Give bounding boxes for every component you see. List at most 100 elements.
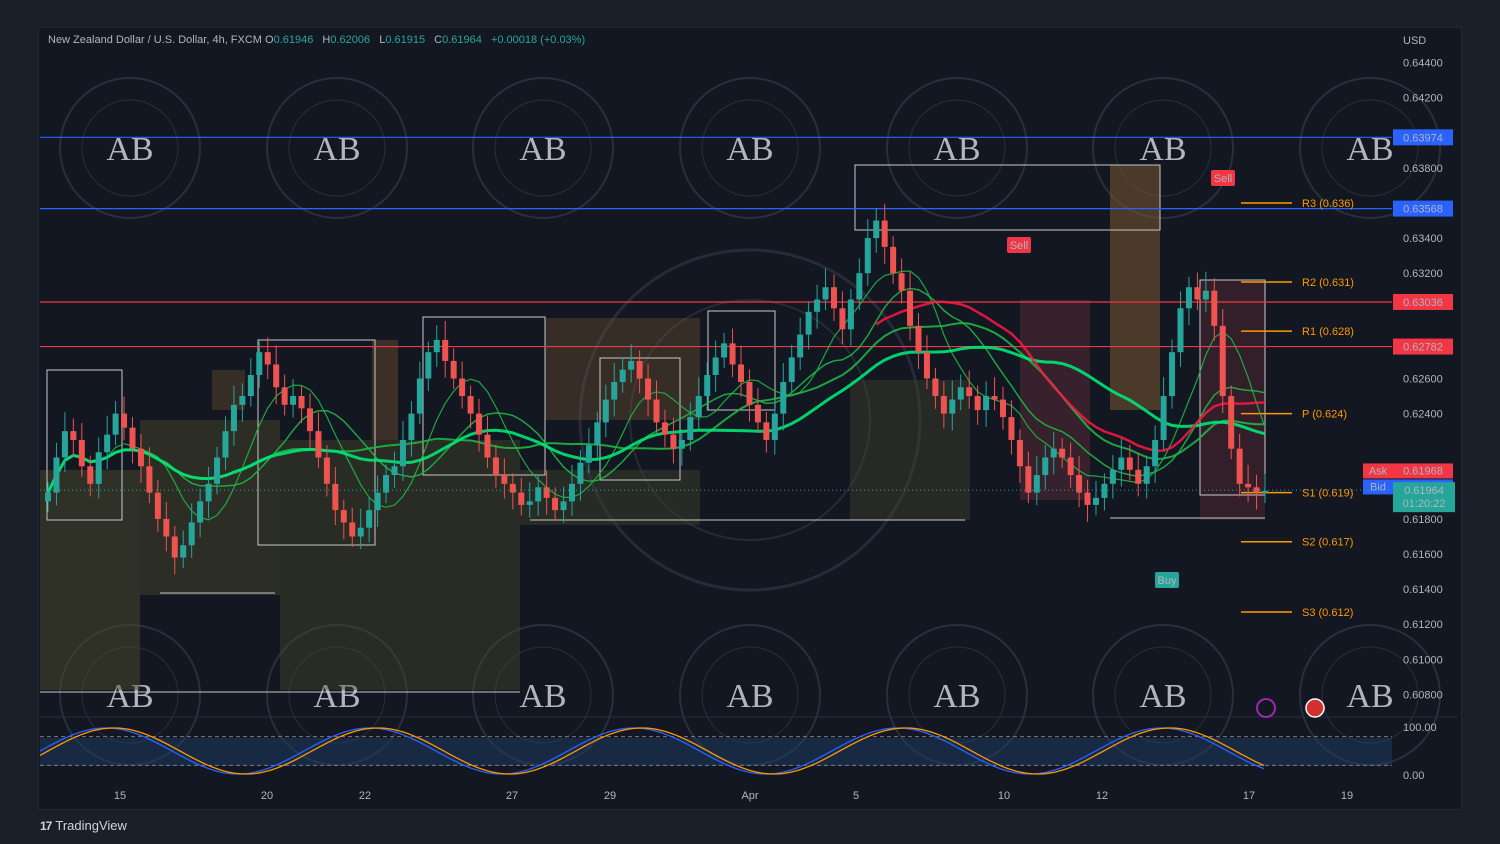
watermark-ring-inner (908, 99, 1006, 197)
candle-up (1109, 469, 1116, 484)
candle-up (619, 369, 626, 383)
buy-signal-badge (1155, 572, 1179, 588)
candle-up (416, 378, 423, 414)
oscillator-d-line (39, 727, 1265, 775)
candle-up (214, 457, 221, 484)
y-axis-tick: 0.63200 (1403, 268, 1443, 280)
ask-price: 0.61968 (1403, 465, 1443, 477)
candle-down (1245, 483, 1252, 488)
candle-up (408, 413, 415, 440)
candle-down (87, 466, 94, 484)
watermark-text: AB (1139, 131, 1186, 168)
candle-up (695, 396, 702, 418)
candle-down (890, 246, 897, 274)
candle-down (129, 427, 136, 449)
candle-up (856, 273, 863, 300)
high-label: H (322, 34, 331, 46)
candle-down (1000, 399, 1007, 418)
watermark-ring (1299, 77, 1441, 219)
candle-down (670, 434, 677, 449)
watermark-ring (266, 77, 408, 219)
y-axis-tick: 0.63800 (1403, 163, 1443, 175)
watermark-ring-inner (494, 99, 592, 197)
candle-down (1135, 469, 1142, 484)
low-value: 0.61915 (385, 34, 426, 46)
range-box (1199, 279, 1266, 496)
candle-down (907, 290, 914, 326)
symbol-header: New Zealand Dollar / U.S. Dollar, 4h, FX… (48, 34, 585, 46)
candle-down (1219, 325, 1226, 397)
watermark-ring-inner (701, 99, 799, 197)
y-axis-tick: 0.61200 (1403, 619, 1443, 631)
candle-up (771, 413, 778, 440)
watermark-center-ring-inner (629, 299, 871, 541)
candle-down (281, 387, 288, 405)
currency-label: USD (1403, 35, 1426, 47)
candle-down (298, 396, 305, 409)
oscillator-tick: 0.00 (1403, 770, 1424, 782)
high-value: 0.62006 (330, 34, 371, 46)
candle-up (1101, 483, 1108, 498)
x-axis-tick: 12 (1096, 790, 1108, 802)
x-axis-tick: 29 (604, 790, 616, 802)
watermark-ring (1092, 77, 1234, 219)
tradingview-brand: TradingView (55, 818, 127, 833)
candle-up (95, 452, 102, 484)
candle-up (594, 422, 601, 446)
candle-up (104, 434, 111, 453)
watermark-ring-inner (81, 99, 179, 197)
level-price-tag (1393, 200, 1453, 217)
candle-down (518, 492, 525, 505)
sell-signal-badge (1007, 237, 1031, 253)
candle-up (712, 357, 719, 375)
x-axis-tick: Apr (741, 790, 758, 802)
level-price-tag (1393, 129, 1453, 146)
candle-up (1185, 287, 1192, 309)
symbol-title[interactable]: New Zealand Dollar / U.S. Dollar, 4h, FX… (48, 34, 262, 46)
x-axis-tick: 5 (853, 790, 859, 802)
shaded-zone (40, 470, 140, 690)
candle-up (983, 396, 990, 411)
candle-down (746, 382, 753, 405)
candle-up (357, 527, 364, 537)
candle-down (450, 360, 457, 379)
candle-up (383, 475, 390, 493)
candle-up (847, 299, 854, 330)
candle-down (1025, 466, 1032, 493)
shaded-zone (520, 470, 700, 525)
candle-down (332, 483, 339, 511)
tradingview-footer[interactable]: 17 TradingView (40, 818, 127, 833)
watermark-text: AB (726, 678, 773, 715)
range-box (257, 339, 376, 546)
candle-up (560, 501, 567, 511)
candle-up (1092, 497, 1099, 505)
watermark-text: AB (519, 131, 566, 168)
watermark-center-ring (578, 248, 922, 592)
y-axis-tick: 0.63400 (1403, 233, 1443, 245)
candle-down (1076, 475, 1083, 493)
candle-down (1228, 396, 1235, 449)
shaded-zone (280, 440, 520, 690)
candle-down (1016, 439, 1023, 467)
candle-up (704, 374, 711, 397)
candle-down (492, 457, 499, 476)
open-value: 0.61946 (273, 34, 314, 46)
candle-down (543, 487, 550, 498)
candle-up (374, 492, 381, 511)
watermark-text: AB (726, 131, 773, 168)
y-axis-tick: 0.61600 (1403, 549, 1443, 561)
candle-down (1211, 290, 1218, 326)
candle-up (1143, 466, 1150, 484)
candle-up (678, 439, 685, 449)
level-price-label: 0.63568 (1403, 204, 1443, 216)
candle-down (991, 396, 998, 400)
chart-panel[interactable] (38, 27, 1462, 810)
candle-down (146, 466, 153, 493)
watermark-text: AB (1346, 131, 1393, 168)
candle-down (645, 378, 652, 400)
watermark-text: AB (313, 678, 360, 715)
tradingview-logo-icon: 17 (40, 818, 52, 833)
bar-countdown: 01:20:22 (1403, 498, 1446, 510)
shaded-zone (372, 340, 398, 440)
